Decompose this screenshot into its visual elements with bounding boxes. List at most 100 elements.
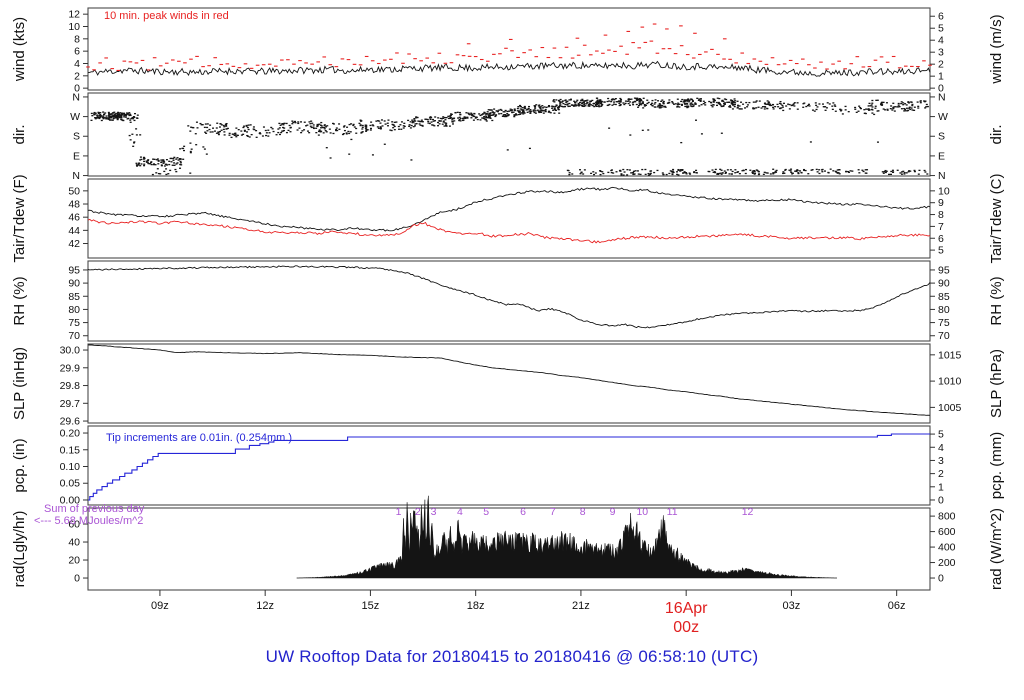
direction-point bbox=[150, 161, 153, 163]
direction-point bbox=[457, 117, 460, 119]
direction-point bbox=[622, 102, 625, 104]
direction-point bbox=[656, 106, 659, 108]
direction-point bbox=[656, 169, 659, 172]
direction-point bbox=[672, 103, 675, 105]
direction-point bbox=[156, 158, 159, 160]
direction-point bbox=[255, 136, 258, 138]
direction-point bbox=[693, 171, 696, 174]
direction-point bbox=[790, 171, 793, 174]
direction-point bbox=[880, 102, 883, 104]
direction-point bbox=[365, 128, 368, 130]
direction-point bbox=[575, 104, 578, 106]
direction-point bbox=[225, 124, 228, 126]
direction-point bbox=[173, 162, 176, 164]
direction-point bbox=[487, 117, 490, 119]
y-tick-label: 30.0 bbox=[60, 345, 81, 357]
direction-point bbox=[672, 168, 675, 171]
y-axis-label-right: rad (W/m^2) bbox=[988, 508, 1005, 590]
direction-point bbox=[650, 103, 653, 106]
direction-point bbox=[205, 132, 208, 134]
direction-point bbox=[733, 98, 736, 100]
direction-point bbox=[109, 114, 112, 116]
direction-point bbox=[662, 173, 665, 176]
direction-point bbox=[172, 159, 175, 161]
direction-point bbox=[715, 101, 718, 104]
direction-point bbox=[306, 130, 309, 132]
direction-point bbox=[175, 170, 178, 173]
direction-point bbox=[165, 173, 168, 176]
direction-point bbox=[565, 101, 568, 103]
direction-point bbox=[725, 98, 728, 101]
direction-point bbox=[723, 170, 726, 172]
direction-point bbox=[825, 107, 828, 109]
x-tick-label: 21z bbox=[572, 600, 590, 612]
direction-point bbox=[474, 117, 477, 119]
direction-point bbox=[775, 169, 778, 172]
direction-point bbox=[418, 123, 421, 125]
direction-point bbox=[882, 108, 885, 110]
direction-point bbox=[807, 173, 810, 175]
direction-point bbox=[140, 158, 143, 161]
y-tick-label: 80 bbox=[68, 304, 80, 316]
y-tick-label: 5 bbox=[938, 23, 944, 35]
direction-point bbox=[781, 104, 784, 107]
y-axis-label-left: dir. bbox=[11, 124, 28, 144]
direction-point bbox=[494, 115, 497, 118]
direction-point bbox=[596, 103, 599, 105]
direction-point bbox=[729, 99, 732, 101]
direction-point bbox=[689, 103, 692, 105]
direction-point bbox=[617, 100, 620, 102]
direction-point bbox=[569, 99, 572, 101]
direction-point bbox=[461, 119, 464, 122]
direction-point bbox=[596, 102, 599, 104]
direction-point bbox=[557, 99, 560, 102]
panel-annotation: Sum of previous day bbox=[44, 503, 145, 515]
direction-point bbox=[448, 125, 451, 127]
direction-point bbox=[462, 117, 465, 120]
direction-point bbox=[421, 121, 424, 123]
direction-point bbox=[700, 104, 703, 106]
direction-point bbox=[784, 168, 787, 171]
direction-point bbox=[104, 117, 107, 119]
direction-point bbox=[925, 103, 928, 106]
direction-point bbox=[355, 127, 358, 130]
direction-point bbox=[892, 171, 895, 173]
direction-point bbox=[475, 116, 478, 118]
direction-point bbox=[444, 119, 447, 121]
direction-point bbox=[582, 173, 585, 175]
direction-point bbox=[118, 116, 121, 119]
direction-point bbox=[246, 126, 249, 129]
direction-point bbox=[836, 171, 839, 174]
direction-point bbox=[226, 127, 229, 130]
direction-point bbox=[383, 143, 386, 145]
direction-point bbox=[162, 160, 165, 162]
direction-point bbox=[683, 171, 686, 173]
direction-point bbox=[451, 119, 454, 121]
direction-point bbox=[676, 173, 679, 176]
direction-point bbox=[797, 172, 800, 175]
direction-point bbox=[676, 103, 679, 106]
direction-point bbox=[847, 111, 850, 113]
y-tick-label: E bbox=[73, 150, 80, 162]
direction-point bbox=[458, 119, 461, 122]
direction-point bbox=[101, 116, 104, 119]
direction-point bbox=[348, 153, 351, 155]
direction-point bbox=[154, 164, 157, 166]
direction-point bbox=[99, 112, 102, 114]
direction-point bbox=[917, 107, 920, 109]
direction-point bbox=[547, 104, 550, 107]
direction-point bbox=[240, 134, 243, 136]
direction-point bbox=[662, 102, 665, 104]
direction-point bbox=[202, 146, 205, 148]
direction-point bbox=[412, 121, 415, 123]
direction-point bbox=[678, 106, 681, 108]
direction-point bbox=[790, 104, 793, 107]
direction-point bbox=[597, 102, 600, 104]
direction-point bbox=[714, 168, 717, 171]
direction-point bbox=[726, 169, 729, 171]
direction-point bbox=[734, 102, 737, 104]
direction-point bbox=[431, 124, 434, 126]
direction-point bbox=[868, 102, 871, 105]
direction-point bbox=[486, 113, 489, 115]
